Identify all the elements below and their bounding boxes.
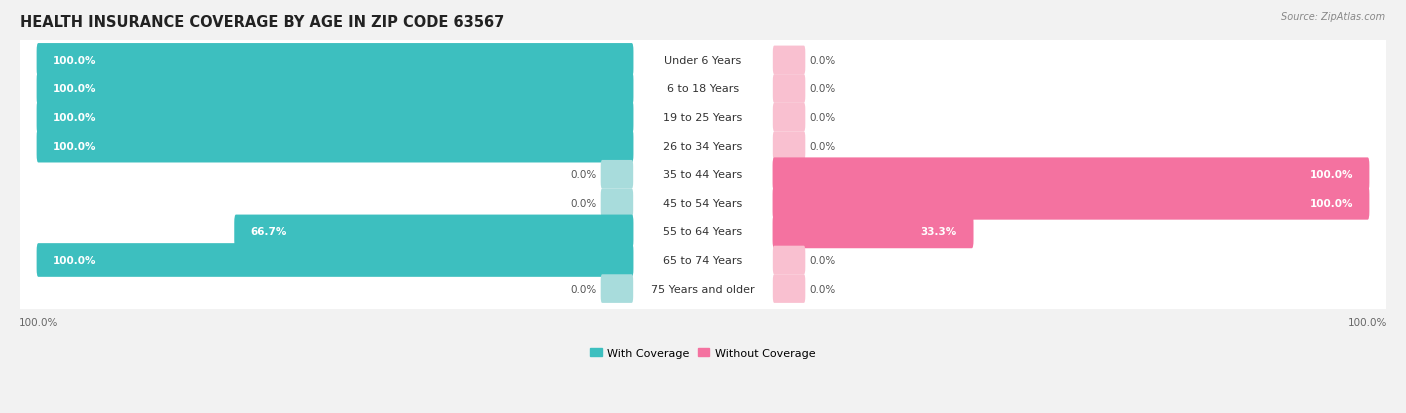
Text: 19 to 25 Years: 19 to 25 Years	[664, 113, 742, 123]
Text: 0.0%: 0.0%	[810, 284, 837, 294]
FancyBboxPatch shape	[14, 21, 1392, 158]
FancyBboxPatch shape	[14, 49, 1392, 187]
Text: 55 to 64 Years: 55 to 64 Years	[664, 227, 742, 237]
Text: 35 to 44 Years: 35 to 44 Years	[664, 170, 742, 180]
Text: 0.0%: 0.0%	[810, 84, 837, 94]
FancyBboxPatch shape	[37, 44, 634, 78]
FancyBboxPatch shape	[773, 104, 806, 132]
Text: 100.0%: 100.0%	[53, 113, 97, 123]
FancyBboxPatch shape	[772, 187, 1369, 220]
FancyBboxPatch shape	[14, 192, 1392, 329]
FancyBboxPatch shape	[14, 20, 1392, 158]
FancyBboxPatch shape	[37, 72, 634, 106]
FancyBboxPatch shape	[773, 75, 806, 104]
FancyBboxPatch shape	[773, 132, 806, 161]
FancyBboxPatch shape	[37, 101, 634, 135]
Legend: With Coverage, Without Coverage: With Coverage, Without Coverage	[586, 343, 820, 362]
Text: 65 to 74 Years: 65 to 74 Years	[664, 255, 742, 265]
Text: 0.0%: 0.0%	[810, 255, 837, 265]
FancyBboxPatch shape	[14, 106, 1392, 244]
FancyBboxPatch shape	[600, 189, 633, 218]
Text: 26 to 34 Years: 26 to 34 Years	[664, 141, 742, 151]
FancyBboxPatch shape	[37, 130, 634, 163]
FancyBboxPatch shape	[14, 107, 1392, 243]
Text: HEALTH INSURANCE COVERAGE BY AGE IN ZIP CODE 63567: HEALTH INSURANCE COVERAGE BY AGE IN ZIP …	[21, 15, 505, 30]
FancyBboxPatch shape	[772, 215, 973, 249]
Text: 6 to 18 Years: 6 to 18 Years	[666, 84, 740, 94]
Text: 45 to 54 Years: 45 to 54 Years	[664, 198, 742, 208]
FancyBboxPatch shape	[14, 164, 1392, 300]
FancyBboxPatch shape	[14, 77, 1392, 215]
Text: 100.0%: 100.0%	[1309, 170, 1353, 180]
FancyBboxPatch shape	[600, 275, 633, 303]
FancyBboxPatch shape	[235, 215, 634, 249]
FancyBboxPatch shape	[14, 220, 1392, 358]
FancyBboxPatch shape	[14, 134, 1392, 272]
FancyBboxPatch shape	[37, 244, 634, 277]
Text: 100.0%: 100.0%	[53, 255, 97, 265]
FancyBboxPatch shape	[14, 78, 1392, 215]
Text: Under 6 Years: Under 6 Years	[665, 56, 741, 66]
FancyBboxPatch shape	[14, 135, 1392, 272]
FancyBboxPatch shape	[772, 158, 1369, 192]
FancyBboxPatch shape	[14, 163, 1392, 301]
FancyBboxPatch shape	[600, 161, 633, 189]
Text: 75 Years and older: 75 Years and older	[651, 284, 755, 294]
Text: 0.0%: 0.0%	[810, 141, 837, 151]
Text: 0.0%: 0.0%	[569, 198, 596, 208]
Text: 100.0%: 100.0%	[53, 141, 97, 151]
Text: 0.0%: 0.0%	[569, 284, 596, 294]
FancyBboxPatch shape	[14, 191, 1392, 329]
FancyBboxPatch shape	[14, 0, 1392, 130]
FancyBboxPatch shape	[14, 221, 1392, 357]
FancyBboxPatch shape	[14, 49, 1392, 186]
Text: 0.0%: 0.0%	[810, 113, 837, 123]
FancyBboxPatch shape	[773, 275, 806, 303]
Text: 100.0%: 100.0%	[1309, 198, 1353, 208]
Text: 100.0%: 100.0%	[53, 56, 97, 66]
Text: 0.0%: 0.0%	[810, 56, 837, 66]
Text: 0.0%: 0.0%	[569, 170, 596, 180]
Text: 33.3%: 33.3%	[921, 227, 957, 237]
Text: 100.0%: 100.0%	[53, 84, 97, 94]
FancyBboxPatch shape	[773, 246, 806, 275]
Text: 66.7%: 66.7%	[250, 227, 287, 237]
Text: Source: ZipAtlas.com: Source: ZipAtlas.com	[1281, 12, 1385, 22]
FancyBboxPatch shape	[14, 0, 1392, 129]
FancyBboxPatch shape	[773, 47, 806, 75]
